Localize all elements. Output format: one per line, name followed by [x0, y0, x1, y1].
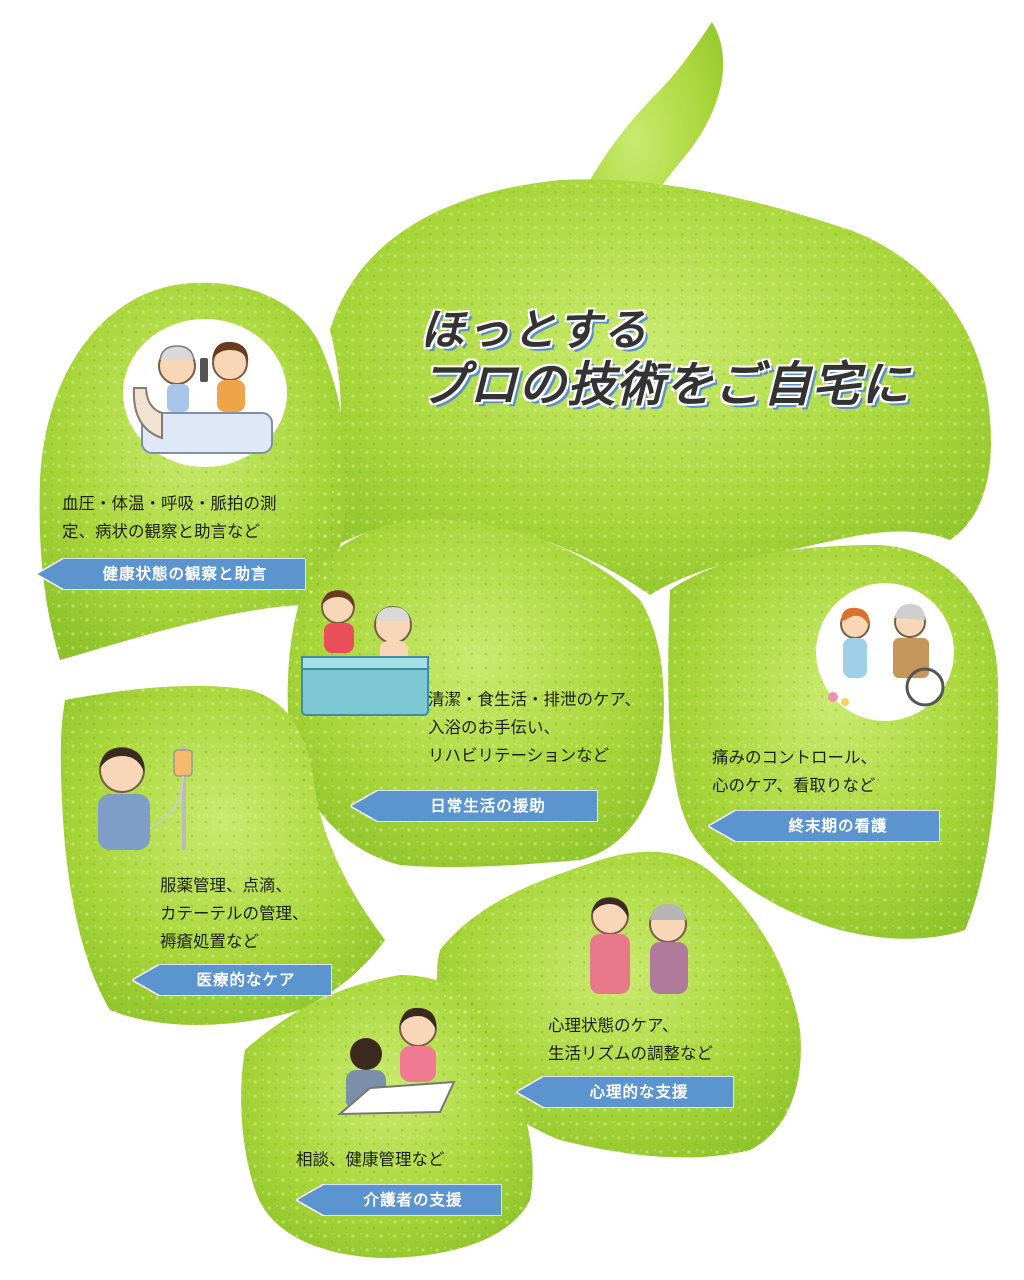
arrow-banner-shape: [708, 810, 940, 842]
iv-drip-patient-illustration: [98, 746, 193, 850]
psych-description: 心理状態のケア、 生活リズムの調整など: [548, 1012, 713, 1068]
nurse-and-patient-in-bed-illustration: [123, 319, 287, 467]
arrow-banner-shape: [296, 1184, 502, 1216]
health-description-line: 定、病状の観察と助言など: [62, 522, 260, 541]
tag-daily: 日常生活の援助: [350, 790, 598, 822]
consultation-illustration: [337, 1007, 456, 1116]
terminal-description: 痛みのコントロール、 心のケア、看取りなど: [712, 744, 877, 800]
caregiver-and-elder-illustration: [590, 897, 688, 994]
title-line-1: ほっとする: [420, 305, 649, 356]
tag-terminal-label: 終末期の看護: [788, 817, 888, 835]
carer-description-line: 相談、健康管理など: [296, 1150, 445, 1169]
bathing-assistance-illustration: [301, 590, 429, 716]
medical-description-line: 褥瘡処置など: [160, 932, 259, 951]
terminal-description-line: 心のケア、看取りなど: [712, 776, 876, 795]
medical-description: 服薬管理、点滴、 カテーテルの管理、 褥瘡処置など: [160, 872, 309, 956]
tag-health-label: 健康状態の観察と助言: [102, 565, 268, 583]
psych-description-line: 心理状態のケア、: [548, 1016, 679, 1035]
psych-description-line: 生活リズムの調整など: [548, 1044, 713, 1063]
health-description-line: 血圧・体温・呼吸・脈拍の測: [62, 494, 277, 513]
page-title: ほっとする プロの技術をご自宅に: [420, 305, 910, 414]
tag-health: 健康状態の観察と助言: [36, 558, 306, 590]
wheelchair-care-illustration: [816, 583, 954, 721]
medical-description-line: カテーテルの管理、: [160, 904, 309, 923]
tag-carer-label: 介護者の支援: [363, 1191, 463, 1209]
daily-description-line: 清潔・食生活・排泄のケア、: [428, 690, 641, 709]
arrow-banner-shape: [516, 1076, 734, 1108]
health-description: 血圧・体温・呼吸・脈拍の測 定、病状の観察と助言など: [62, 490, 277, 546]
arrow-banner-shape: [132, 964, 332, 996]
tag-psych: 心理的な支援: [516, 1076, 734, 1108]
daily-description-line: リハビリテーションなど: [428, 746, 610, 765]
arrow-banner-shape: [350, 790, 598, 822]
tag-daily-label: 日常生活の援助: [430, 797, 546, 815]
terminal-description-line: 痛みのコントロール、: [712, 748, 877, 767]
tag-carer: 介護者の支援: [296, 1184, 502, 1216]
carer-description: 相談、健康管理など: [296, 1146, 445, 1174]
tag-psych-label: 心理的な支援: [589, 1083, 689, 1101]
tag-terminal: 終末期の看護: [708, 810, 940, 842]
tag-medical-label: 医療的なケア: [196, 971, 296, 989]
medical-description-line: 服薬管理、点滴、: [160, 876, 292, 895]
daily-description-line: 入浴のお手伝い、: [428, 718, 560, 737]
title-line-2: プロの技術をご自宅に: [420, 356, 911, 413]
tag-medical: 医療的なケア: [132, 964, 332, 996]
daily-description: 清潔・食生活・排泄のケア、 入浴のお手伝い、 リハビリテーションなど: [428, 686, 641, 770]
arrow-banner-shape: [36, 558, 306, 590]
